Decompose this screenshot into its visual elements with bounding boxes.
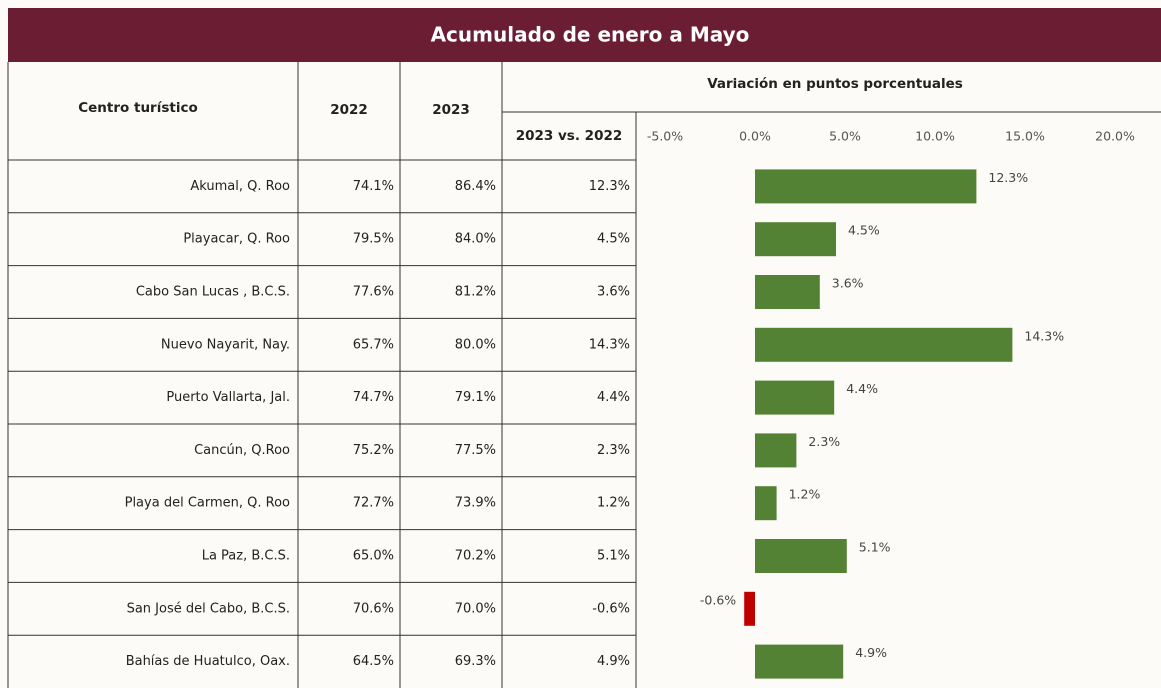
value-label: -0.6%: [700, 592, 736, 607]
cell: -0.6%: [592, 601, 630, 616]
value-label: 4.4%: [846, 381, 878, 396]
cell: 75.2%: [353, 443, 394, 458]
cell: 64.5%: [353, 654, 394, 669]
title: Acumulado de enero a Mayo: [431, 23, 750, 47]
x-tick-label: 15.0%: [1005, 129, 1045, 144]
cell: 69.3%: [455, 654, 496, 669]
value-label: 5.1%: [859, 540, 891, 555]
cell: 65.0%: [353, 549, 394, 564]
cell: Cancún, Q.Roo: [194, 443, 290, 458]
cell: Nuevo Nayarit, Nay.: [161, 337, 290, 352]
value-label: 4.9%: [855, 645, 887, 660]
cell: 72.7%: [353, 496, 394, 511]
bar: [755, 486, 777, 521]
cell: 70.6%: [353, 601, 394, 616]
value-label: 1.2%: [789, 487, 821, 502]
cell: 12.3%: [589, 179, 630, 194]
bar: [755, 644, 844, 679]
bar: [755, 380, 835, 415]
title-bar: [8, 8, 1161, 62]
value-label: 2.3%: [808, 434, 840, 449]
cell: San José del Cabo, B.C.S.: [127, 601, 290, 616]
cell: Puerto Vallarta, Jal.: [166, 390, 290, 405]
x-tick-label: 20.0%: [1095, 129, 1135, 144]
cell: Playacar, Q. Roo: [183, 232, 290, 247]
bar: [755, 222, 836, 257]
bar: [755, 433, 797, 468]
cell: 3.6%: [597, 285, 630, 300]
value-label: 4.5%: [848, 223, 880, 238]
bar: [744, 591, 755, 626]
header: Centro turístico: [78, 100, 198, 116]
cell: 80.0%: [455, 337, 496, 352]
x-tick-label: -5.0%: [647, 129, 683, 144]
header: 2023: [432, 102, 470, 118]
cell: 1.2%: [597, 496, 630, 511]
borders: [7, 62, 1161, 688]
value-label: 3.6%: [832, 276, 864, 291]
cell: Akumal, Q. Roo: [190, 179, 290, 194]
cell: 84.0%: [455, 232, 496, 247]
cell: 70.0%: [455, 601, 496, 616]
cell: 77.6%: [353, 285, 394, 300]
cell: 5.1%: [597, 549, 630, 564]
bar: [755, 539, 847, 573]
cell: Cabo San Lucas , B.C.S.: [136, 285, 290, 300]
header: 2023 vs. 2022: [516, 128, 623, 144]
cell: 73.9%: [455, 496, 496, 511]
value-label: 12.3%: [988, 170, 1028, 185]
cell: 74.1%: [353, 179, 394, 194]
cell: 4.5%: [597, 232, 630, 247]
x-tick-label: 5.0%: [829, 129, 861, 144]
bar: [755, 327, 1013, 362]
cell: 14.3%: [589, 337, 630, 352]
bar: [755, 169, 977, 204]
header: 2022: [330, 102, 368, 118]
cell: 65.7%: [353, 337, 394, 352]
cell: 79.5%: [353, 232, 394, 247]
cell: 81.2%: [455, 285, 496, 300]
cell: 2.3%: [597, 443, 630, 458]
bar: [755, 275, 820, 309]
cell: 79.1%: [455, 390, 496, 405]
cell: 4.9%: [597, 654, 630, 669]
cell: Playa del Carmen, Q. Roo: [125, 496, 290, 511]
x-tick-label: 0.0%: [739, 129, 771, 144]
cell: 4.4%: [597, 390, 630, 405]
cell: 77.5%: [455, 443, 496, 458]
x-tick-label: 10.0%: [915, 129, 955, 144]
cell: 86.4%: [455, 179, 496, 194]
cell: 70.2%: [455, 549, 496, 564]
cell: La Paz, B.C.S.: [202, 549, 290, 564]
cell: Bahías de Huatulco, Oax.: [126, 654, 290, 669]
value-label: 14.3%: [1024, 328, 1064, 343]
cell: 74.7%: [353, 390, 394, 405]
header: Variación en puntos porcentuales: [707, 76, 963, 92]
